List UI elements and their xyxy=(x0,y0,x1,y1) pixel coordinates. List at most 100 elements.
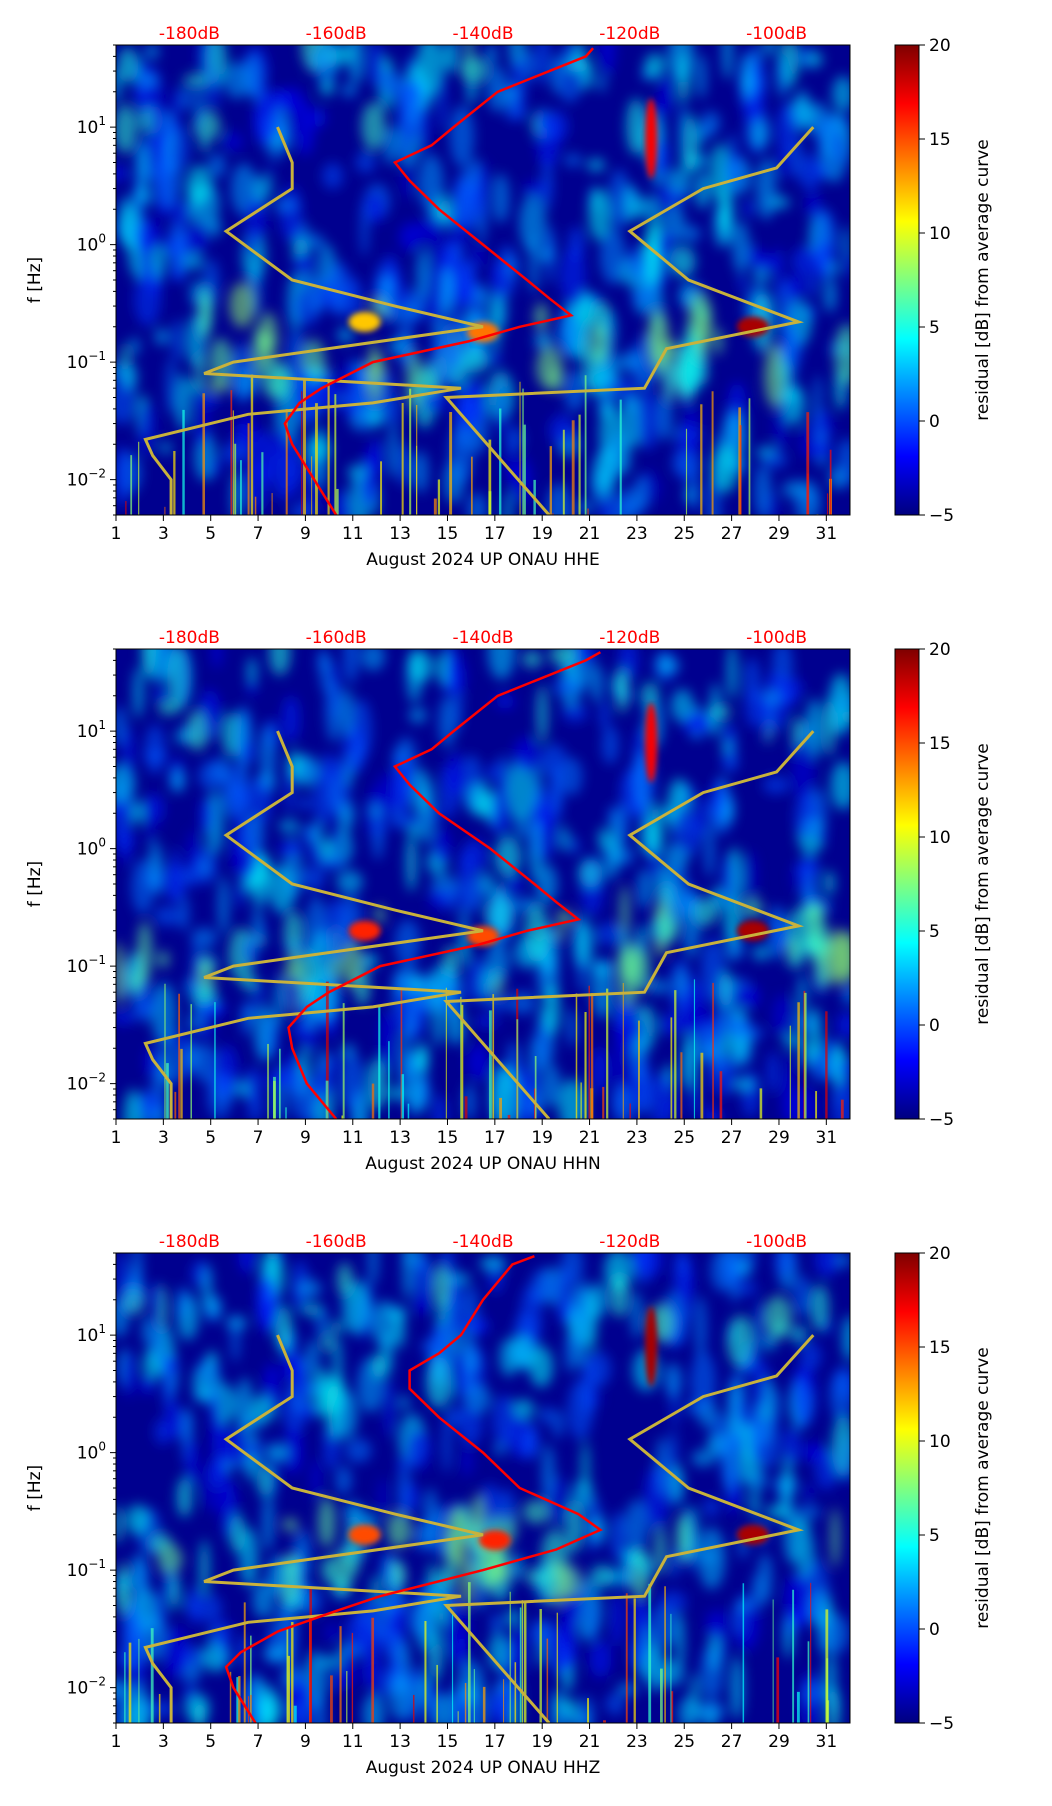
texture-blob xyxy=(252,1581,274,1619)
texture-blob xyxy=(598,827,610,851)
colorbar xyxy=(894,1252,920,1724)
x-tick-label: 5 xyxy=(205,524,216,544)
texture-blob xyxy=(779,325,803,370)
texture-blob xyxy=(123,1350,136,1398)
texture-blob xyxy=(438,72,447,133)
texture-blob xyxy=(784,1573,811,1627)
texture-blob xyxy=(144,724,166,775)
texture-blob xyxy=(295,102,315,156)
texture-blob xyxy=(610,1272,630,1318)
texture-blob xyxy=(417,1079,431,1106)
texture-blob xyxy=(136,142,149,202)
texture-blob xyxy=(742,52,752,102)
texture-blob xyxy=(405,833,417,892)
texture-blob xyxy=(774,1320,786,1336)
texture-blob xyxy=(138,400,156,457)
texture-blob xyxy=(154,687,169,703)
texture-blob xyxy=(116,941,125,1006)
texture-blob xyxy=(745,687,764,728)
texture-blob xyxy=(295,1279,322,1299)
x-tick-label: 9 xyxy=(300,524,311,544)
texture-blob xyxy=(265,1444,290,1461)
colorbar-tick-label: 10 xyxy=(929,1432,951,1452)
y-tick-label: 101 xyxy=(77,114,106,138)
texture-blob xyxy=(269,649,291,676)
texture-blob xyxy=(779,1478,792,1521)
texture-blob xyxy=(141,649,157,679)
texture-blob xyxy=(477,285,488,306)
texture-blob xyxy=(506,425,524,453)
texture-blob xyxy=(677,1697,699,1723)
texture-blob xyxy=(341,83,357,98)
texture-blob xyxy=(496,378,507,438)
texture-blob xyxy=(408,707,427,724)
texture-blob xyxy=(153,1699,175,1719)
texture-blob xyxy=(657,653,671,676)
texture-blob xyxy=(466,77,477,104)
texture-blob xyxy=(682,711,710,736)
texture-blob xyxy=(558,1565,583,1600)
texture-blob xyxy=(433,1264,450,1308)
texture-blob xyxy=(733,1078,756,1091)
texture-blob xyxy=(578,958,587,993)
texture-blob xyxy=(200,134,209,154)
colorbar xyxy=(894,648,920,1120)
texture-blob xyxy=(201,1643,230,1672)
texture-blob xyxy=(475,1014,499,1029)
texture-blob xyxy=(832,127,845,168)
nhnm-curve xyxy=(443,730,815,1119)
texture-blob xyxy=(373,772,401,812)
texture-blob xyxy=(766,1051,779,1094)
nlnm-curve xyxy=(143,126,484,515)
texture-blob xyxy=(802,1442,825,1463)
texture-blob xyxy=(331,1549,354,1594)
x-tick-label: 15 xyxy=(437,1732,459,1752)
texture-blob xyxy=(367,1057,388,1111)
y-tick-label: 101 xyxy=(77,1322,106,1346)
texture-blob xyxy=(510,456,533,505)
texture-blob xyxy=(206,219,222,237)
texture-blob xyxy=(116,826,134,853)
texture-blob xyxy=(790,1325,807,1344)
texture-blob xyxy=(464,1383,492,1414)
texture-blob xyxy=(843,250,850,282)
texture-blob xyxy=(511,1335,534,1370)
texture-blob xyxy=(468,782,492,817)
texture-blob xyxy=(730,938,744,959)
texture-blob xyxy=(309,1458,323,1500)
texture-blob xyxy=(684,488,696,502)
texture-blob xyxy=(610,1592,624,1647)
db-label: -100dB xyxy=(746,1232,807,1252)
x-tick-label: 11 xyxy=(342,524,364,544)
texture-blob xyxy=(492,1394,517,1447)
texture-blob xyxy=(761,696,770,741)
texture-blob xyxy=(821,1613,849,1655)
texture-blob xyxy=(467,492,487,515)
texture-blob xyxy=(125,1681,151,1723)
average-psd-curve xyxy=(283,47,595,515)
texture-blob xyxy=(428,229,440,266)
texture-blob xyxy=(154,154,181,210)
texture-blob xyxy=(783,1427,801,1465)
texture-blob xyxy=(675,1514,692,1563)
texture-blob xyxy=(410,975,424,992)
texture-blob xyxy=(741,1070,760,1118)
texture-blob xyxy=(803,1559,830,1624)
texture-blob xyxy=(577,292,597,328)
texture-blob xyxy=(659,74,673,115)
texture-blob xyxy=(836,1011,850,1039)
texture-blob xyxy=(284,1425,303,1475)
texture-blob xyxy=(713,327,723,356)
texture-blob xyxy=(727,1315,755,1368)
x-tick-label: 3 xyxy=(158,1732,169,1752)
texture-blob xyxy=(625,1499,649,1551)
texture-blob xyxy=(327,1623,337,1643)
texture-blob xyxy=(293,1549,306,1606)
texture-blob xyxy=(343,649,359,684)
texture-blob xyxy=(422,390,449,413)
texture-blob xyxy=(154,328,170,346)
y-tick-label: 10−2 xyxy=(67,1071,106,1095)
texture-blob xyxy=(763,1377,775,1419)
db-label: -140dB xyxy=(452,628,513,648)
x-tick-label: 29 xyxy=(768,1128,790,1148)
